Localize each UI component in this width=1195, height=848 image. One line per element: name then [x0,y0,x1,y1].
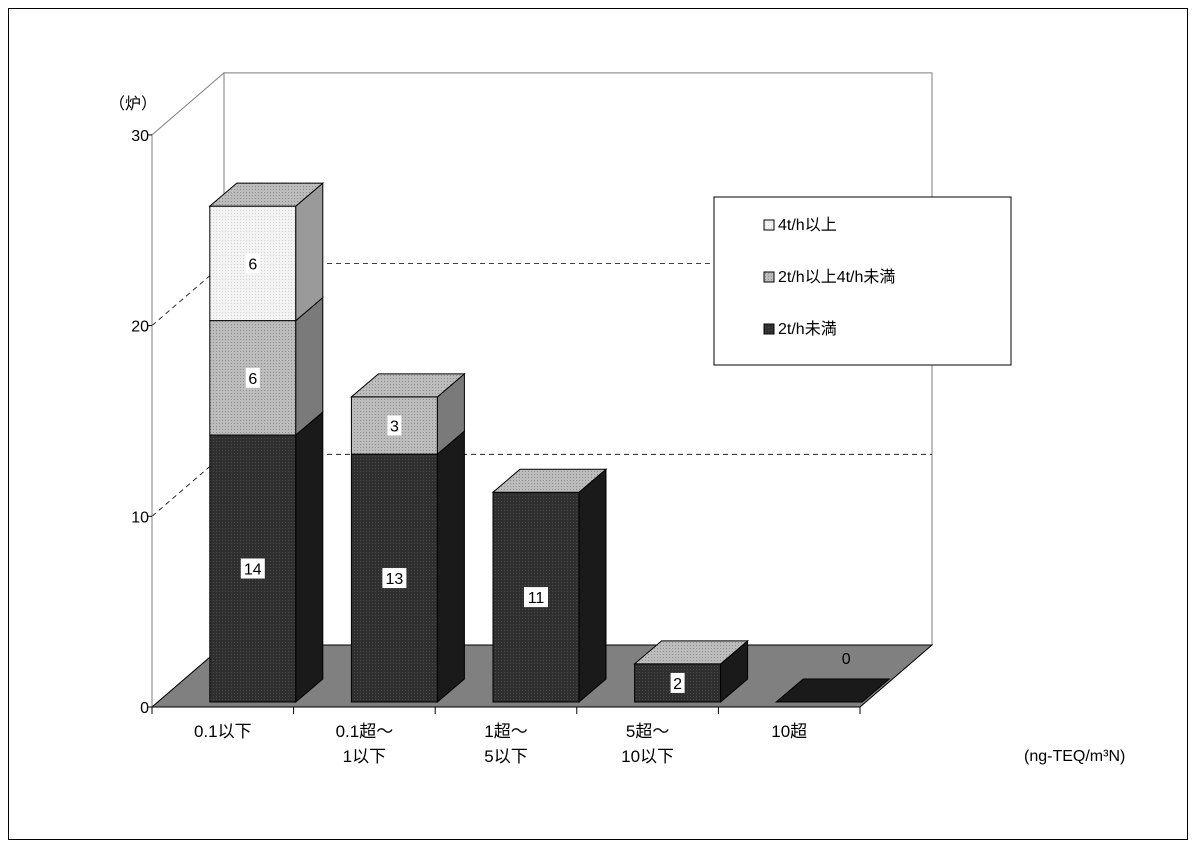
legend-swatch [763,219,775,231]
x-category-label: 1以下 [343,747,386,766]
y-axis-unit-label: （炉） [109,95,157,113]
data-labels: 14 6 6 13 3 11 2 0 [240,253,851,693]
data-label-box [245,367,260,388]
bar-top [350,373,466,398]
data-label-box [240,558,265,579]
x-category-label: 5超～ [626,722,669,741]
bars [208,182,891,704]
x-category-label: 10超 [771,722,807,741]
gridlines [151,263,932,517]
data-label: 6 [248,371,257,388]
bar-top [633,640,749,665]
x-category-label: 0.1超～ [336,722,394,741]
x-category-label: 1超～ [484,722,527,741]
bar-side [578,468,607,704]
data-label-box [382,568,407,589]
bar-side [436,430,465,704]
data-label: 14 [244,562,262,579]
bar-side [295,410,324,704]
data-label: 11 [528,590,545,607]
y-tick-label: 20 [131,319,149,336]
bar-top [491,468,608,493]
gridline [151,263,932,326]
data-label: 0 [842,651,851,668]
bar-side [295,296,324,437]
x-category-label: 10以下 [621,747,674,766]
data-label: 6 [248,256,257,273]
bar-side [295,182,324,322]
legend-swatch [763,323,775,335]
bar-top [208,182,325,207]
bar-top [774,678,891,703]
legend-label: 2t/h以上4t/h未満 [778,268,895,286]
legend: 4t/h以上 2t/h以上4t/h未満 2t/h未満 [713,196,1012,366]
gridline [151,453,932,517]
y-tick-label: 0 [140,700,149,717]
data-label: 3 [390,418,399,435]
data-label: 13 [386,571,404,588]
data-label-box [245,253,260,274]
legend-label: 2t/h未満 [778,320,837,338]
x-category-label: 5以下 [484,747,527,766]
data-label: 2 [673,676,682,693]
data-label-box [387,415,402,436]
legend-swatch [763,271,775,283]
y-tick-label: 30 [131,128,149,145]
chart-frame: 0 10 20 30 0.1以下 0.1超～ 1以下 1超～ 5以下 5超～ 10以下 10超 14 6… [8,8,1188,840]
data-label-box [524,587,548,608]
y-tick-label: 10 [131,509,149,526]
data-label-box [670,672,685,693]
x-axis-unit-label: (ng-TEQ/m³N) [1024,748,1125,765]
legend-label: 4t/h以上 [778,216,837,234]
x-category-label: 0.1以下 [194,722,252,741]
